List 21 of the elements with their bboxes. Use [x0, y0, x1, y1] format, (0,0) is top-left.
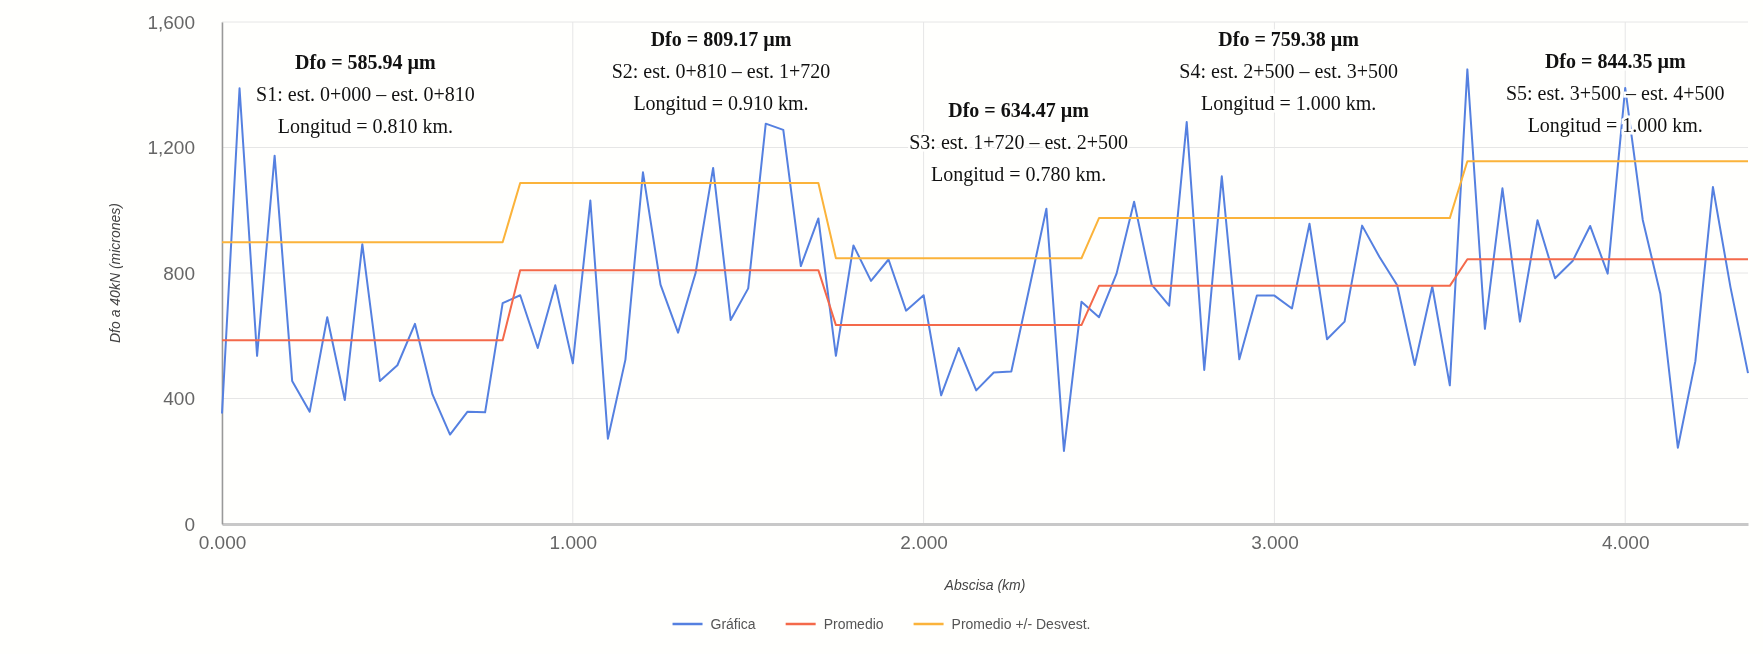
- annotation: Dfo = 809.17 µm S2: est. 0+810 – est. 1+720 Longitud = 0.910 km.: [611, 27, 831, 115]
- x-tick-label: 1.000: [549, 532, 598, 554]
- y-tick-label: 800: [163, 262, 195, 284]
- x-tick-label: 3.000: [1251, 532, 1299, 554]
- y-tick-label: 400: [163, 388, 195, 410]
- line-series: [221, 160, 1749, 260]
- annotation: Dfo = 634.47 µm S3: est. 1+720 – est. 2+500 Longitud = 0.780 km.: [909, 98, 1128, 186]
- legend-label: Promedio: [823, 616, 884, 632]
- y-axis-title: Dfo a 40kN (micrones): [107, 202, 123, 344]
- y-tick-label: 1,200: [147, 137, 195, 159]
- x-tick-label: 2.000: [900, 532, 948, 554]
- annotation: Dfo = 585.94 µm S1: est. 0+000 – est. 0+810 Longitud = 0.810 km.: [256, 51, 475, 139]
- y-tick-label: 0: [184, 513, 195, 535]
- x-tick-label: 0.000: [198, 532, 247, 554]
- x-tick-label: 4.000: [1601, 532, 1650, 554]
- x-axis-title: Abscisa (km): [943, 577, 1026, 593]
- y-tick-label: 1,600: [147, 11, 195, 33]
- line-series: [221, 258, 1749, 342]
- legend-label: Gráfica: [710, 616, 756, 632]
- legend-label: Promedio +/- Desvest.: [951, 616, 1091, 632]
- annotation: Dfo = 759.38 µm S4: est. 2+500 – est. 3+500 Longitud = 1.000 km.: [1179, 27, 1399, 115]
